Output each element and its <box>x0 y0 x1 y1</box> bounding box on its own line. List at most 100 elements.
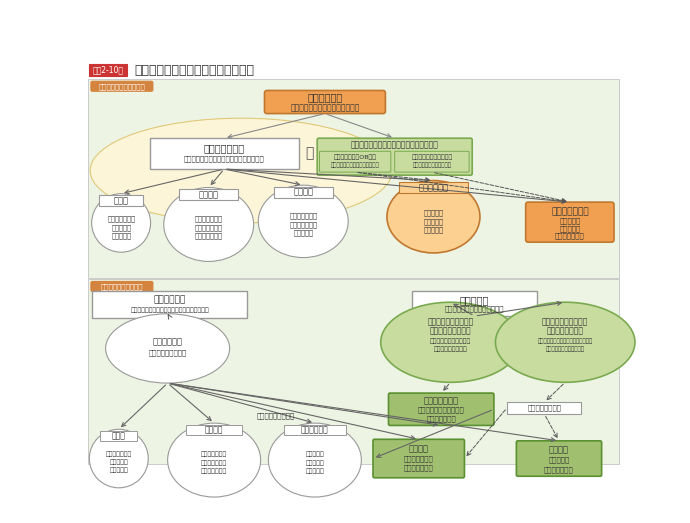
Text: ・巡回広報: ・巡回広報 <box>293 230 313 236</box>
Ellipse shape <box>268 423 362 497</box>
Text: ・応急手当指導: ・応急手当指導 <box>201 460 227 466</box>
Text: ・救助訓練: ・救助訓練 <box>110 460 128 465</box>
Text: 住民指導: 住民指導 <box>205 425 224 434</box>
Text: 訓　練: 訓 練 <box>112 431 126 440</box>
Text: 特集2-10図: 特集2-10図 <box>92 65 124 75</box>
Text: ・水防活動: ・水防活動 <box>424 226 444 233</box>
Text: 分団員は予防広報活動に特定し活動、: 分団員は予防広報活動に特定し活動、 <box>538 338 593 344</box>
Bar <box>100 431 137 441</box>
Bar <box>99 195 143 206</box>
Bar <box>400 182 468 193</box>
Text: 災害防御活動: 災害防御活動 <box>418 183 448 192</box>
FancyBboxPatch shape <box>91 81 153 91</box>
FancyBboxPatch shape <box>526 202 614 242</box>
Bar <box>86 63 621 78</box>
FancyBboxPatch shape <box>516 441 602 476</box>
Text: 特定の活動に参加: 特定の活動に参加 <box>527 405 561 412</box>
Text: 機能別分団員及び機能別分団の概要: 機能別分団員及び機能別分団の概要 <box>135 64 255 76</box>
Text: （大規模災害に限り出動）: （大規模災害に限り出動） <box>413 162 451 168</box>
Text: （すべての活動に参加する基本の団員で構成）: （すべての活動に参加する基本の団員で構成） <box>130 307 209 313</box>
Text: ・救命講習: ・救命講習 <box>111 233 131 240</box>
Text: 大規模災害活動: 大規模災害活動 <box>424 396 459 405</box>
Text: （基本団員と機能別団員で構成）: （基本団員と機能別団員で構成） <box>290 103 359 112</box>
Text: 消防団Ａ分団: 消防団Ａ分団 <box>152 338 183 347</box>
Text: 同訓練に特定し活動: 同訓練に特定し活動 <box>433 346 467 352</box>
FancyBboxPatch shape <box>388 393 494 425</box>
Text: ・山火事等対応: ・山火事等対応 <box>426 415 456 422</box>
Text: 消防団Ａ分団: 消防団Ａ分団 <box>307 93 342 103</box>
Text: ＋: ＋ <box>305 146 314 161</box>
Text: ・初期消火指導: ・初期消火指導 <box>201 469 227 474</box>
Text: （例２）消防団Ｃ分団: （例２）消防団Ｃ分団 <box>542 317 589 326</box>
Ellipse shape <box>381 302 520 382</box>
Ellipse shape <box>89 429 148 488</box>
Text: ・救助活動: ・救助活動 <box>306 460 324 466</box>
Text: ・応急手当指導: ・応急手当指導 <box>195 224 223 231</box>
Text: ・防災訓練指導: ・防災訓練指導 <box>201 452 227 458</box>
FancyBboxPatch shape <box>317 138 472 175</box>
FancyBboxPatch shape <box>395 151 469 172</box>
Bar <box>88 79 620 278</box>
Text: （例１）職団員OB団員: （例１）職団員OB団員 <box>334 155 377 160</box>
Ellipse shape <box>387 180 480 253</box>
Text: ・住宅防火診断: ・住宅防火診断 <box>289 213 317 219</box>
Text: （大規模災害分団）: （大規模災害分団） <box>430 326 471 335</box>
Text: ・高齢者宅訪問: ・高齢者宅訪問 <box>404 464 433 471</box>
Bar <box>284 425 346 435</box>
Ellipse shape <box>258 185 348 257</box>
Text: （基本となる団員ですべての活動に参加）: （基本となる団員ですべての活動に参加） <box>184 156 264 162</box>
Text: 広報活動: 広報活動 <box>549 446 569 454</box>
Text: （火災、大規模災害に限り出動）: （火災、大規模災害に限り出動） <box>331 162 380 168</box>
Bar <box>274 187 333 198</box>
Text: 機能別団員（特定の活動に参加する団員）: 機能別団員（特定の活動に参加する団員） <box>351 141 439 150</box>
Text: 災害防御活動: 災害防御活動 <box>301 425 328 434</box>
Text: 住民指導: 住民指導 <box>199 190 219 199</box>
Text: 機能別分団の活用事例: 機能別分団の活用事例 <box>101 283 143 290</box>
Text: ・初期消火指導: ・初期消火指導 <box>195 233 223 240</box>
Ellipse shape <box>164 188 254 262</box>
Text: ・救命講習: ・救命講習 <box>110 467 128 473</box>
Ellipse shape <box>495 302 635 382</box>
Text: （例１）消防団Ｂ分団: （例１）消防団Ｂ分団 <box>427 317 473 326</box>
Ellipse shape <box>106 314 230 383</box>
Text: 基　本　団　員: 基 本 団 員 <box>204 143 245 153</box>
Text: 機能別分団: 機能別分団 <box>460 295 489 305</box>
Text: ・水防活動: ・水防活動 <box>306 469 324 474</box>
Text: ・火災予防運動: ・火災予防運動 <box>544 466 574 473</box>
Text: ・高齢者宅訪問: ・高齢者宅訪問 <box>289 221 317 228</box>
Text: ・消防活動訓練: ・消防活動訓練 <box>106 452 132 458</box>
Text: （基本団員で構成）: （基本団員で構成） <box>148 350 187 356</box>
Text: （特定の活動を実施する分団）: （特定の活動を実施する分団） <box>445 306 504 312</box>
Text: すべての活動に参加: すべての活動に参加 <box>257 413 295 419</box>
Bar <box>88 64 128 76</box>
Text: ・救助活動: ・救助活動 <box>424 218 444 225</box>
Bar <box>150 138 299 169</box>
FancyBboxPatch shape <box>264 90 386 113</box>
Bar <box>412 291 538 316</box>
Text: ・救助訓練: ・救助訓練 <box>111 224 131 231</box>
Text: ・山火事等対応: ・山火事等対応 <box>555 233 584 240</box>
FancyBboxPatch shape <box>91 281 153 291</box>
Text: 大規模災害活動: 大規模災害活動 <box>551 207 589 216</box>
Text: ・巡回広報: ・巡回広報 <box>549 457 570 463</box>
Text: 分団員は大規模災害及び: 分団員は大規模災害及び <box>430 338 471 344</box>
Text: ・防災訓練指導: ・防災訓練指導 <box>195 216 223 222</box>
Text: ・消火活動: ・消火活動 <box>424 210 444 216</box>
Text: （例２）大規模災害団員: （例２）大規模災害団員 <box>411 155 453 160</box>
Text: （予防広報分団）: （予防広報分団） <box>546 326 584 335</box>
Ellipse shape <box>92 194 150 252</box>
Text: ただし大規模災害には出動: ただし大規模災害には出動 <box>546 346 584 352</box>
Bar <box>179 189 238 200</box>
Text: 機能別分団員の活用事例: 機能別分団員の活用事例 <box>99 83 146 89</box>
Ellipse shape <box>90 118 393 223</box>
Bar <box>507 402 582 414</box>
Bar <box>186 425 242 435</box>
FancyBboxPatch shape <box>319 151 391 172</box>
Bar <box>92 291 248 317</box>
Text: 火災予防: 火災予防 <box>408 444 428 453</box>
Text: ・消防活動訓練: ・消防活動訓練 <box>107 216 135 222</box>
Text: 火災予防: 火災予防 <box>293 188 313 197</box>
Text: ・住宅防火診断: ・住宅防火診断 <box>404 455 433 462</box>
Ellipse shape <box>168 423 261 497</box>
Text: ・水害対応: ・水害対応 <box>559 225 580 232</box>
